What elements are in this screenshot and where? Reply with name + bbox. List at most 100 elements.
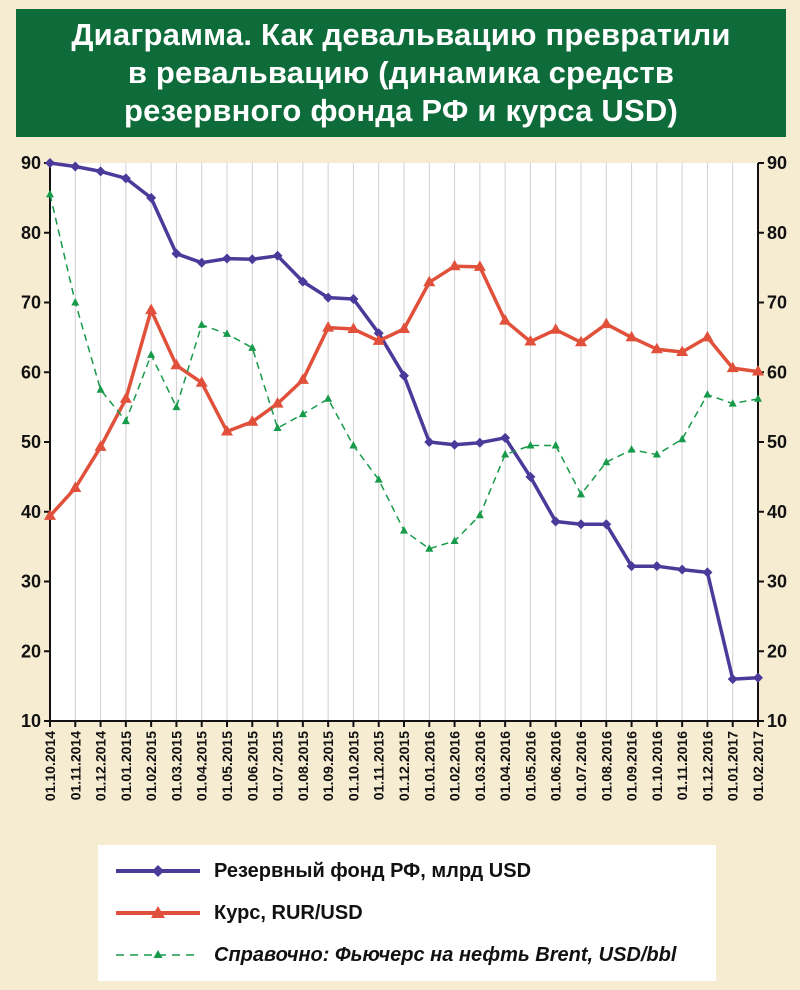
data-point-brent	[172, 402, 181, 411]
data-point-brent	[273, 423, 282, 432]
data-point-reserve	[323, 292, 334, 303]
data-point-rate	[473, 260, 486, 271]
chart-title-banner: Диаграмма. Как девальвацию превратили в …	[16, 9, 786, 137]
data-point-rate	[398, 322, 410, 334]
y-tick-label-right: 20	[767, 641, 787, 661]
data-point-reserve	[45, 158, 55, 168]
data-point-brent	[652, 450, 661, 458]
y-tick-label-left: 30	[21, 572, 41, 592]
data-point-rate	[524, 335, 537, 346]
x-tick-label: 01.12.2016	[699, 731, 715, 801]
data-point-brent	[501, 450, 510, 458]
data-point-reserve	[196, 257, 207, 268]
x-tick-label: 01.11.2016	[674, 731, 690, 801]
data-point-brent	[526, 440, 535, 449]
data-point-rate	[448, 259, 461, 271]
legend-swatch-brent	[116, 950, 200, 958]
data-point-reserve	[500, 432, 511, 443]
x-tick-label: 01.01.2017	[725, 731, 741, 801]
data-point-rate	[322, 321, 335, 332]
legend-label-reserve: Резервный фонд РФ, млрд USD	[214, 859, 532, 882]
y-tick-label-left: 20	[21, 641, 41, 661]
y-tick-label-left: 70	[21, 293, 41, 313]
x-tick-label: 01.09.2015	[320, 731, 336, 801]
y-tick-label-right: 80	[767, 223, 787, 243]
data-point-brent	[551, 440, 560, 449]
data-point-reserve	[702, 567, 713, 578]
x-tick-label: 01.07.2015	[270, 731, 286, 801]
data-point-rate	[119, 392, 132, 403]
x-tick-label: 01.01.2016	[421, 731, 437, 801]
data-point-brent	[374, 475, 383, 483]
data-point-rate	[499, 314, 512, 325]
x-tick-label: 01.07.2016	[573, 731, 589, 801]
x-tick-label: 01.02.2017	[750, 731, 766, 801]
data-point-brent	[121, 416, 130, 425]
data-point-brent	[678, 434, 687, 443]
data-point-reserve	[146, 192, 157, 203]
x-tick-label: 01.06.2016	[548, 731, 564, 801]
data-point-brent	[197, 320, 206, 328]
x-tick-label: 01.10.2014	[42, 731, 58, 801]
data-point-reserve	[449, 439, 460, 450]
data-point-brent	[400, 526, 408, 534]
data-point-rate	[549, 323, 562, 334]
y-tick-label-right: 90	[767, 153, 787, 173]
legend-item-brent: Справочно: Фьючерс на нефть Brent, USD/b…	[98, 935, 716, 975]
data-point-reserve	[247, 254, 258, 265]
legend-label-brent: Справочно: Фьючерс на нефть Brent, USD/b…	[214, 943, 677, 966]
data-point-rate	[752, 365, 764, 376]
data-point-brent	[324, 394, 333, 402]
data-point-reserve	[550, 516, 561, 527]
y-tick-label-right: 40	[767, 502, 787, 522]
data-point-rate	[271, 397, 284, 408]
data-point-rate	[246, 415, 259, 426]
data-point-rate	[726, 361, 739, 373]
data-point-rate	[221, 425, 233, 436]
data-point-reserve	[399, 370, 409, 381]
data-point-reserve	[525, 471, 536, 482]
data-point-rate	[650, 342, 663, 354]
x-tick-label: 01.10.2015	[345, 731, 361, 801]
x-tick-label: 01.09.2016	[624, 731, 640, 801]
x-tick-label: 01.08.2016	[598, 731, 614, 801]
y-tick-label-left: 50	[21, 432, 41, 452]
data-point-reserve	[727, 674, 738, 685]
x-tick-label: 01.03.2016	[472, 731, 488, 801]
y-tick-label-left: 60	[21, 362, 41, 382]
x-tick-label: 01.06.2015	[244, 731, 260, 801]
x-tick-label: 01.04.2015	[194, 731, 210, 801]
data-point-brent	[450, 536, 459, 545]
data-point-brent	[728, 399, 737, 407]
data-point-reserve	[348, 294, 359, 305]
x-tick-label: 01.10.2016	[649, 731, 665, 801]
data-point-brent	[223, 329, 231, 337]
data-point-brent	[577, 489, 585, 498]
x-tick-label: 01.12.2014	[93, 731, 109, 801]
y-tick-label-left: 90	[21, 153, 41, 173]
data-point-reserve	[70, 161, 81, 172]
y-tick-label-right: 30	[767, 572, 787, 592]
x-tick-label: 01.03.2015	[168, 731, 184, 801]
chart-area: 10 10 20 20 30 30 40 40 50 50 60 60 70 70 80 80 90 90 01.1…	[21, 153, 787, 801]
y-tick-label-right: 70	[767, 293, 787, 313]
data-point-brent	[46, 189, 54, 198]
data-point-reserve	[626, 561, 637, 572]
y-tick-label-right: 50	[767, 432, 787, 452]
legend: Резервный фонд РФ, млрд USD Курс, RUR/US…	[98, 845, 716, 981]
data-point-rate	[701, 330, 714, 342]
data-point-reserve	[222, 253, 232, 264]
data-point-reserve	[373, 328, 384, 339]
x-tick-label: 01.02.2015	[143, 731, 159, 801]
x-tick-label: 01.11.2014	[67, 731, 83, 801]
data-point-reserve	[297, 276, 308, 287]
x-tick-label: 01.02.2016	[447, 731, 463, 801]
data-point-rate	[145, 303, 158, 315]
legend-swatch-reserve	[116, 865, 200, 877]
x-tick-label: 01.05.2016	[522, 731, 538, 801]
data-point-brent	[96, 385, 105, 393]
data-point-reserve	[272, 250, 283, 261]
data-point-rate	[195, 376, 208, 387]
data-point-reserve	[576, 519, 586, 530]
data-point-rate	[600, 317, 613, 329]
